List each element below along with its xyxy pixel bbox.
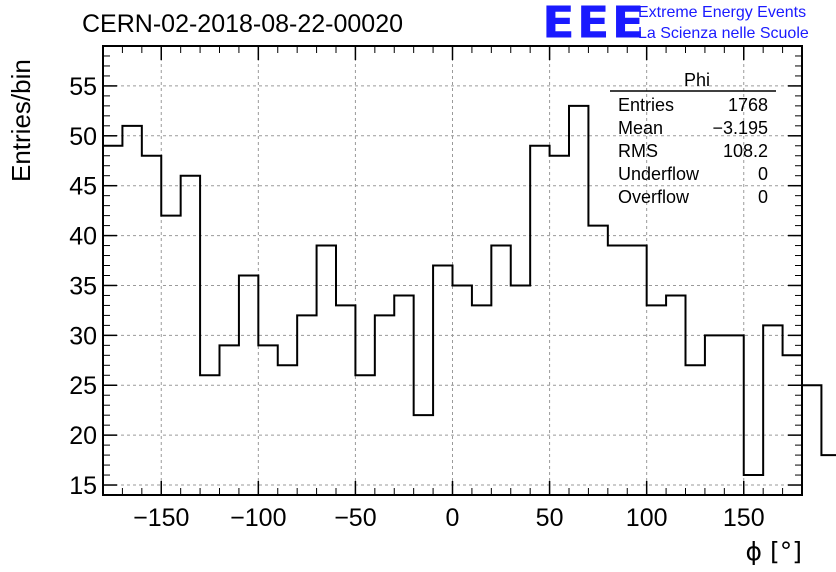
histogram-bin — [220, 345, 239, 495]
histogram-bin — [239, 275, 258, 495]
histogram-bin — [491, 246, 510, 495]
histogram-bin — [258, 345, 277, 495]
stats-box: Phi Entries 1768 Mean −3.195 RMS 108.2 Underflo… — [610, 70, 776, 207]
histogram-bin — [802, 385, 821, 495]
chart-title: CERN-02-2018-08-22-00020 — [82, 10, 404, 38]
histogram-bin — [453, 285, 472, 495]
histogram-bin — [122, 126, 141, 495]
y-tick-label: 35 — [69, 272, 97, 300]
stats-value: 0 — [758, 187, 768, 207]
y-tick-label: 55 — [69, 73, 97, 101]
histogram-series — [102, 104, 836, 495]
histogram-bin — [821, 455, 836, 495]
stats-value: 0 — [758, 164, 768, 184]
stats-value: 1768 — [728, 95, 768, 115]
histogram-bin — [278, 365, 297, 495]
y-tick-label: 50 — [69, 123, 97, 151]
y-tick-label: 30 — [69, 322, 97, 350]
histogram-bin — [588, 226, 607, 495]
histogram-bin — [336, 305, 355, 495]
histogram-line — [102, 104, 836, 495]
histogram-bin — [414, 415, 433, 495]
histogram-bin — [433, 266, 452, 495]
logo-line-1: Extreme Energy Events — [638, 4, 807, 21]
stats-label: Entries — [618, 95, 674, 115]
x-tick-label: 150 — [723, 504, 765, 532]
histogram-bin — [297, 315, 316, 495]
stats-label: Mean — [618, 118, 663, 138]
histogram-bin — [181, 176, 200, 495]
x-tick-label: 100 — [626, 504, 668, 532]
stats-value: −3.195 — [712, 118, 768, 138]
y-axis-label: Entries/bin — [6, 59, 36, 182]
histogram-bin — [550, 156, 569, 495]
y-tick-label: 25 — [69, 372, 97, 400]
histogram-bin — [472, 305, 491, 495]
stats-value: 108.2 — [723, 141, 768, 161]
eee-logo-mark: EEE — [542, 0, 647, 49]
histogram-bin — [666, 295, 685, 495]
histogram-bin — [161, 216, 180, 495]
x-axis-label: ϕ [°] — [746, 537, 802, 566]
axes: −150 −100 −50 0 50 100 150 15 20 25 30 35 40 45 50 55 — [69, 45, 802, 532]
histogram-bin — [317, 246, 336, 495]
y-tick-label: 45 — [69, 173, 97, 201]
histogram-bin — [744, 475, 763, 495]
histogram-bin — [394, 295, 413, 495]
histogram-bin — [608, 246, 627, 495]
histogram-bin — [530, 146, 549, 495]
y-tick-label: 20 — [69, 422, 97, 450]
histogram-bin — [103, 146, 122, 495]
y-tick-label: 15 — [69, 472, 97, 500]
y-tick-label: 40 — [69, 223, 97, 251]
logo-line-2: La Scienza nelle Scuole — [638, 25, 809, 42]
histogram-bin — [627, 246, 646, 495]
histogram-bin — [763, 325, 782, 495]
histogram-bin — [355, 375, 374, 495]
histogram-bin — [142, 156, 161, 495]
x-tick-label: −50 — [334, 504, 376, 532]
histogram-bin — [569, 106, 588, 495]
x-tick-label: −100 — [230, 504, 286, 532]
x-tick-label: −150 — [133, 504, 189, 532]
stats-label: RMS — [618, 141, 658, 161]
x-tick-label: 50 — [536, 504, 564, 532]
histogram-bin — [647, 305, 666, 495]
histogram-bin — [511, 285, 530, 495]
histogram-bin — [724, 335, 743, 495]
histogram-bin — [375, 315, 394, 495]
histogram-bin — [686, 365, 705, 495]
histogram-bin — [200, 375, 219, 495]
stats-title: Phi — [684, 70, 710, 90]
stats-label: Overflow — [618, 187, 690, 207]
x-tick-label: 0 — [446, 504, 460, 532]
histogram-bin — [705, 335, 724, 495]
stats-label: Underflow — [618, 164, 700, 184]
